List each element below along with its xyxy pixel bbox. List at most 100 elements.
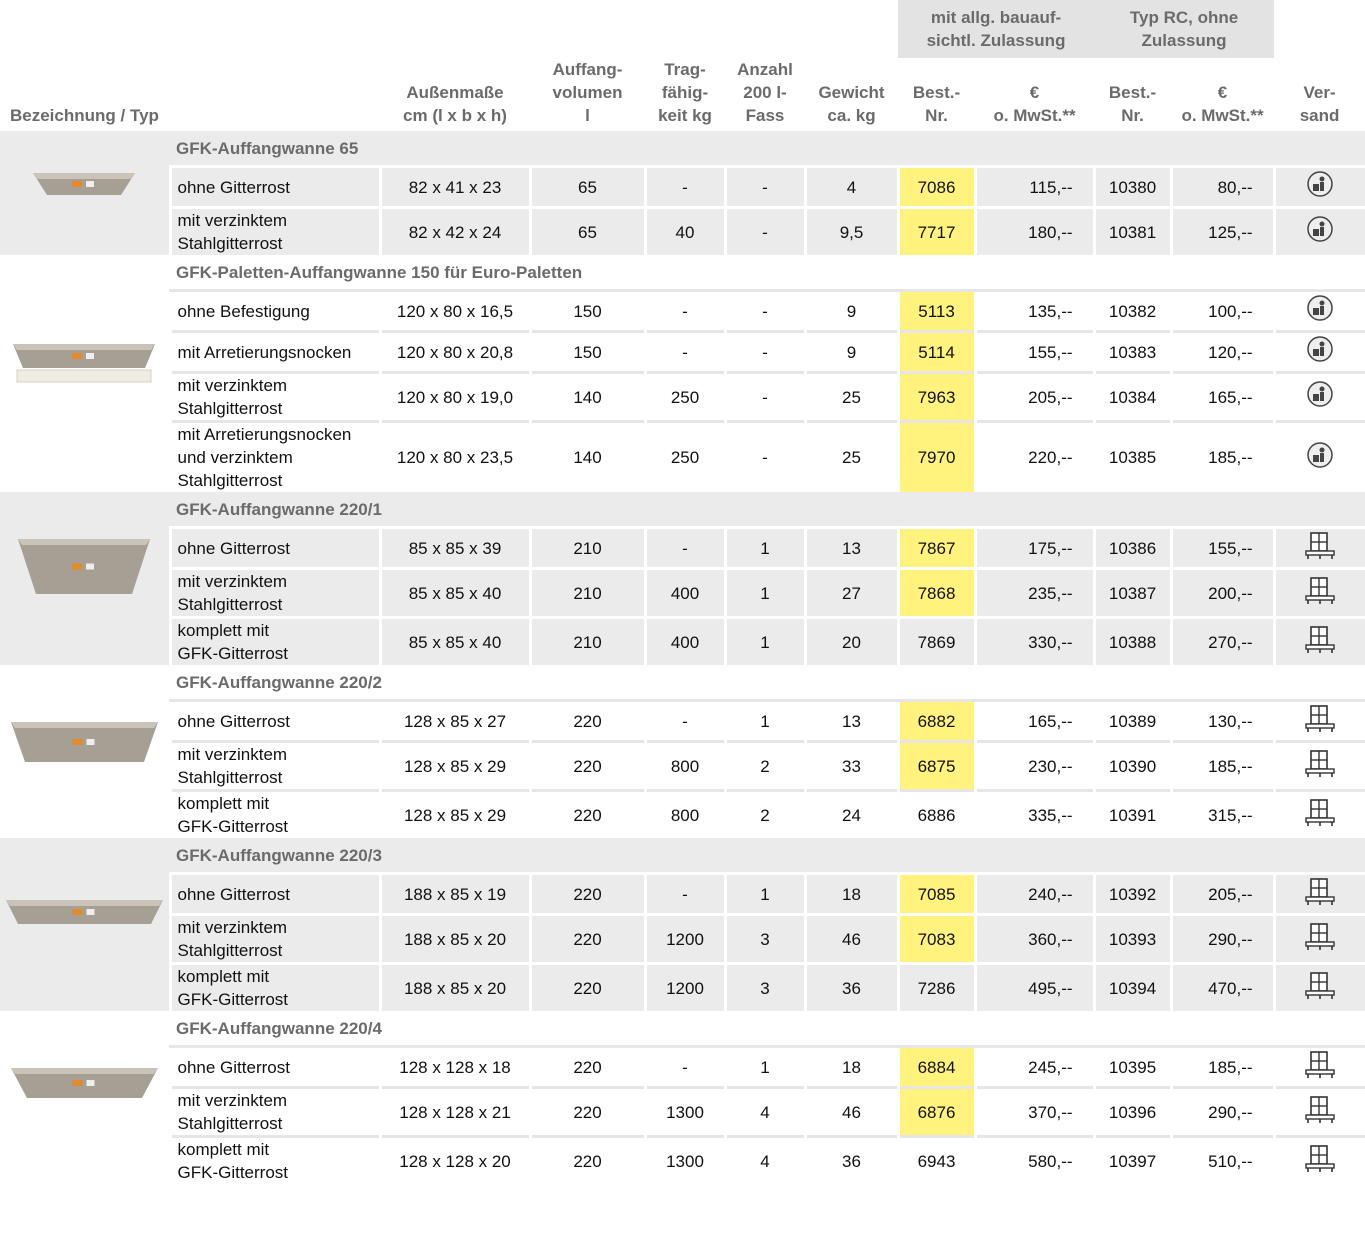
image-cell — [0, 131, 170, 255]
product-group: GFK-Paletten-Auffangwanne 150 für Euro-P… — [0, 255, 1365, 492]
load-capacity: 1200 — [645, 915, 725, 964]
column-header: € o. MwSt.** — [1171, 58, 1274, 131]
dimensions: 188 x 85 x 19 — [380, 874, 530, 915]
product-image — [14, 531, 154, 621]
shipping-icon-pallet — [1303, 530, 1337, 560]
order-number: 7867 — [898, 528, 975, 569]
shipping-cell — [1274, 332, 1365, 373]
order-number: 6875 — [898, 742, 975, 791]
order-number: 6943 — [898, 1137, 975, 1185]
group-title-row: GFK-Paletten-Auffangwanne 150 für Euro-P… — [0, 255, 1365, 291]
drum-count: - — [725, 332, 805, 373]
weight: 9 — [805, 332, 898, 373]
price: 245,-- — [975, 1047, 1094, 1088]
dimensions: 128 x 128 x 21 — [380, 1088, 530, 1137]
description: mit verzinktem Stahlgitterrost — [170, 1088, 380, 1137]
load-capacity: 800 — [645, 791, 725, 839]
volume: 220 — [530, 701, 645, 742]
group-title-row: GFK-Auffangwanne 220/3 — [0, 838, 1365, 874]
order-number-rc: 10380 — [1094, 167, 1171, 208]
order-number: 6876 — [898, 1088, 975, 1137]
shipping-cell — [1274, 208, 1365, 256]
volume: 140 — [530, 373, 645, 422]
price-rc: 470,-- — [1171, 964, 1274, 1012]
price-rc: 125,-- — [1171, 208, 1274, 256]
price-rc: 100,-- — [1171, 291, 1274, 332]
volume: 210 — [530, 569, 645, 618]
price: 330,-- — [975, 618, 1094, 666]
volume: 65 — [530, 167, 645, 208]
order-number-rc: 10386 — [1094, 528, 1171, 569]
column-header: Anzahl 200 l- Fass — [725, 58, 805, 131]
price: 220,-- — [975, 422, 1094, 493]
group-header: Typ RC, ohne Zulassung — [1094, 0, 1274, 58]
product-image — [9, 336, 159, 406]
price: 360,-- — [975, 915, 1094, 964]
order-number: 7083 — [898, 915, 975, 964]
dimensions: 188 x 85 x 20 — [380, 915, 530, 964]
volume: 220 — [530, 1047, 645, 1088]
order-number-rc: 10392 — [1094, 874, 1171, 915]
load-capacity: 400 — [645, 569, 725, 618]
price: 180,-- — [975, 208, 1094, 256]
dimensions: 128 x 85 x 27 — [380, 701, 530, 742]
volume: 220 — [530, 964, 645, 1012]
image-cell — [0, 665, 170, 838]
price-rc: 290,-- — [1171, 1088, 1274, 1137]
shipping-icon-pallet — [1303, 575, 1337, 605]
price-rc: 185,-- — [1171, 742, 1274, 791]
weight: 25 — [805, 422, 898, 493]
price: 370,-- — [975, 1088, 1094, 1137]
order-number-rc: 10394 — [1094, 964, 1171, 1012]
price: 495,-- — [975, 964, 1094, 1012]
order-number: 7286 — [898, 964, 975, 1012]
order-number-rc: 10382 — [1094, 291, 1171, 332]
shipping-cell — [1274, 1047, 1365, 1088]
description: mit Arretierungsnocken — [170, 332, 380, 373]
group-title: GFK-Paletten-Auffangwanne 150 für Euro-P… — [170, 255, 1365, 291]
weight: 9,5 — [805, 208, 898, 256]
weight: 33 — [805, 742, 898, 791]
description: mit verzinktem Stahlgitterrost — [170, 742, 380, 791]
shipping-icon-parcel — [1306, 294, 1334, 322]
drum-count: 4 — [725, 1137, 805, 1185]
price-rc: 200,-- — [1171, 569, 1274, 618]
load-capacity: 1200 — [645, 964, 725, 1012]
column-header: € o. MwSt.** — [975, 58, 1094, 131]
drum-count: 3 — [725, 964, 805, 1012]
order-number: 7085 — [898, 874, 975, 915]
shipping-cell — [1274, 701, 1365, 742]
volume: 220 — [530, 915, 645, 964]
order-number-rc: 10388 — [1094, 618, 1171, 666]
weight: 24 — [805, 791, 898, 839]
order-number: 7086 — [898, 167, 975, 208]
dimensions: 82 x 42 x 24 — [380, 208, 530, 256]
shipping-icon-pallet — [1303, 624, 1337, 654]
header-spacer — [1274, 0, 1365, 58]
table-header: mit allg. bauauf- sichtl. Zulassung Typ … — [0, 0, 1365, 131]
price: 175,-- — [975, 528, 1094, 569]
shipping-icon-parcel — [1306, 170, 1334, 198]
shipping-cell — [1274, 1137, 1365, 1185]
dimensions: 120 x 80 x 20,8 — [380, 332, 530, 373]
group-header: mit allg. bauauf- sichtl. Zulassung — [898, 0, 1094, 58]
load-capacity: 40 — [645, 208, 725, 256]
price-rc: 155,-- — [1171, 528, 1274, 569]
weight: 46 — [805, 915, 898, 964]
weight: 9 — [805, 291, 898, 332]
order-number: 6882 — [898, 701, 975, 742]
weight: 25 — [805, 373, 898, 422]
price: 155,-- — [975, 332, 1094, 373]
order-number: 6884 — [898, 1047, 975, 1088]
dimensions: 82 x 41 x 23 — [380, 167, 530, 208]
drum-count: 1 — [725, 528, 805, 569]
shipping-cell — [1274, 528, 1365, 569]
group-title-row: GFK-Auffangwanne 220/4 — [0, 1011, 1365, 1047]
load-capacity: - — [645, 291, 725, 332]
dimensions: 128 x 85 x 29 — [380, 742, 530, 791]
